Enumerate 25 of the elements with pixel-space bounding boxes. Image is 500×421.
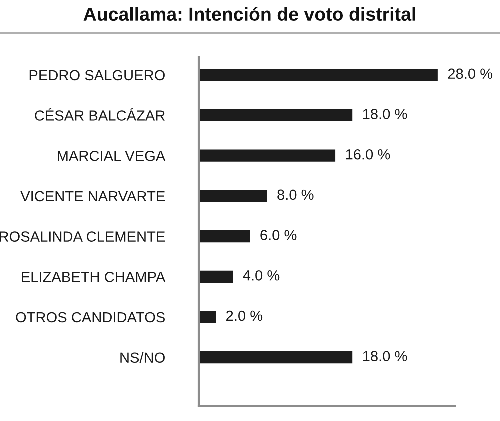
bar bbox=[199, 230, 250, 243]
data-label: 28.0 % bbox=[448, 68, 493, 80]
y-tick-label: ELIZABETH CHAMPA bbox=[22, 272, 166, 282]
bar bbox=[199, 150, 336, 162]
data-label: 18.0 % bbox=[363, 109, 408, 120]
chart-title: Aucallama: Intención de voto distrital bbox=[84, 7, 416, 22]
bar bbox=[199, 352, 353, 364]
y-tick-label: VICENTE NARVARTE bbox=[20, 191, 166, 202]
data-label: 2.0 % bbox=[226, 310, 263, 322]
y-tick-label: ROSALINDA CLEMENTE bbox=[0, 232, 166, 242]
data-label: 6.0 % bbox=[260, 230, 297, 240]
y-tick-label: NS/NO bbox=[120, 352, 165, 364]
bar bbox=[199, 190, 268, 202]
bar bbox=[199, 69, 438, 82]
data-label: 18.0 % bbox=[363, 351, 408, 362]
y-tick-label: PEDRO SALGUERO bbox=[30, 70, 165, 81]
bar bbox=[199, 109, 353, 122]
y-tick-label: MARCIAL VEGA bbox=[58, 150, 166, 162]
y-tick-label: OTROS CANDIDATOS bbox=[16, 312, 165, 323]
y-tick-label: CÉSAR BALCÁZAR bbox=[35, 108, 165, 121]
data-label: 8.0 % bbox=[278, 190, 314, 200]
bar bbox=[199, 270, 234, 283]
data-label: 4.0 % bbox=[243, 270, 280, 281]
data-label: 16.0 % bbox=[346, 149, 390, 160]
bar bbox=[199, 311, 216, 324]
